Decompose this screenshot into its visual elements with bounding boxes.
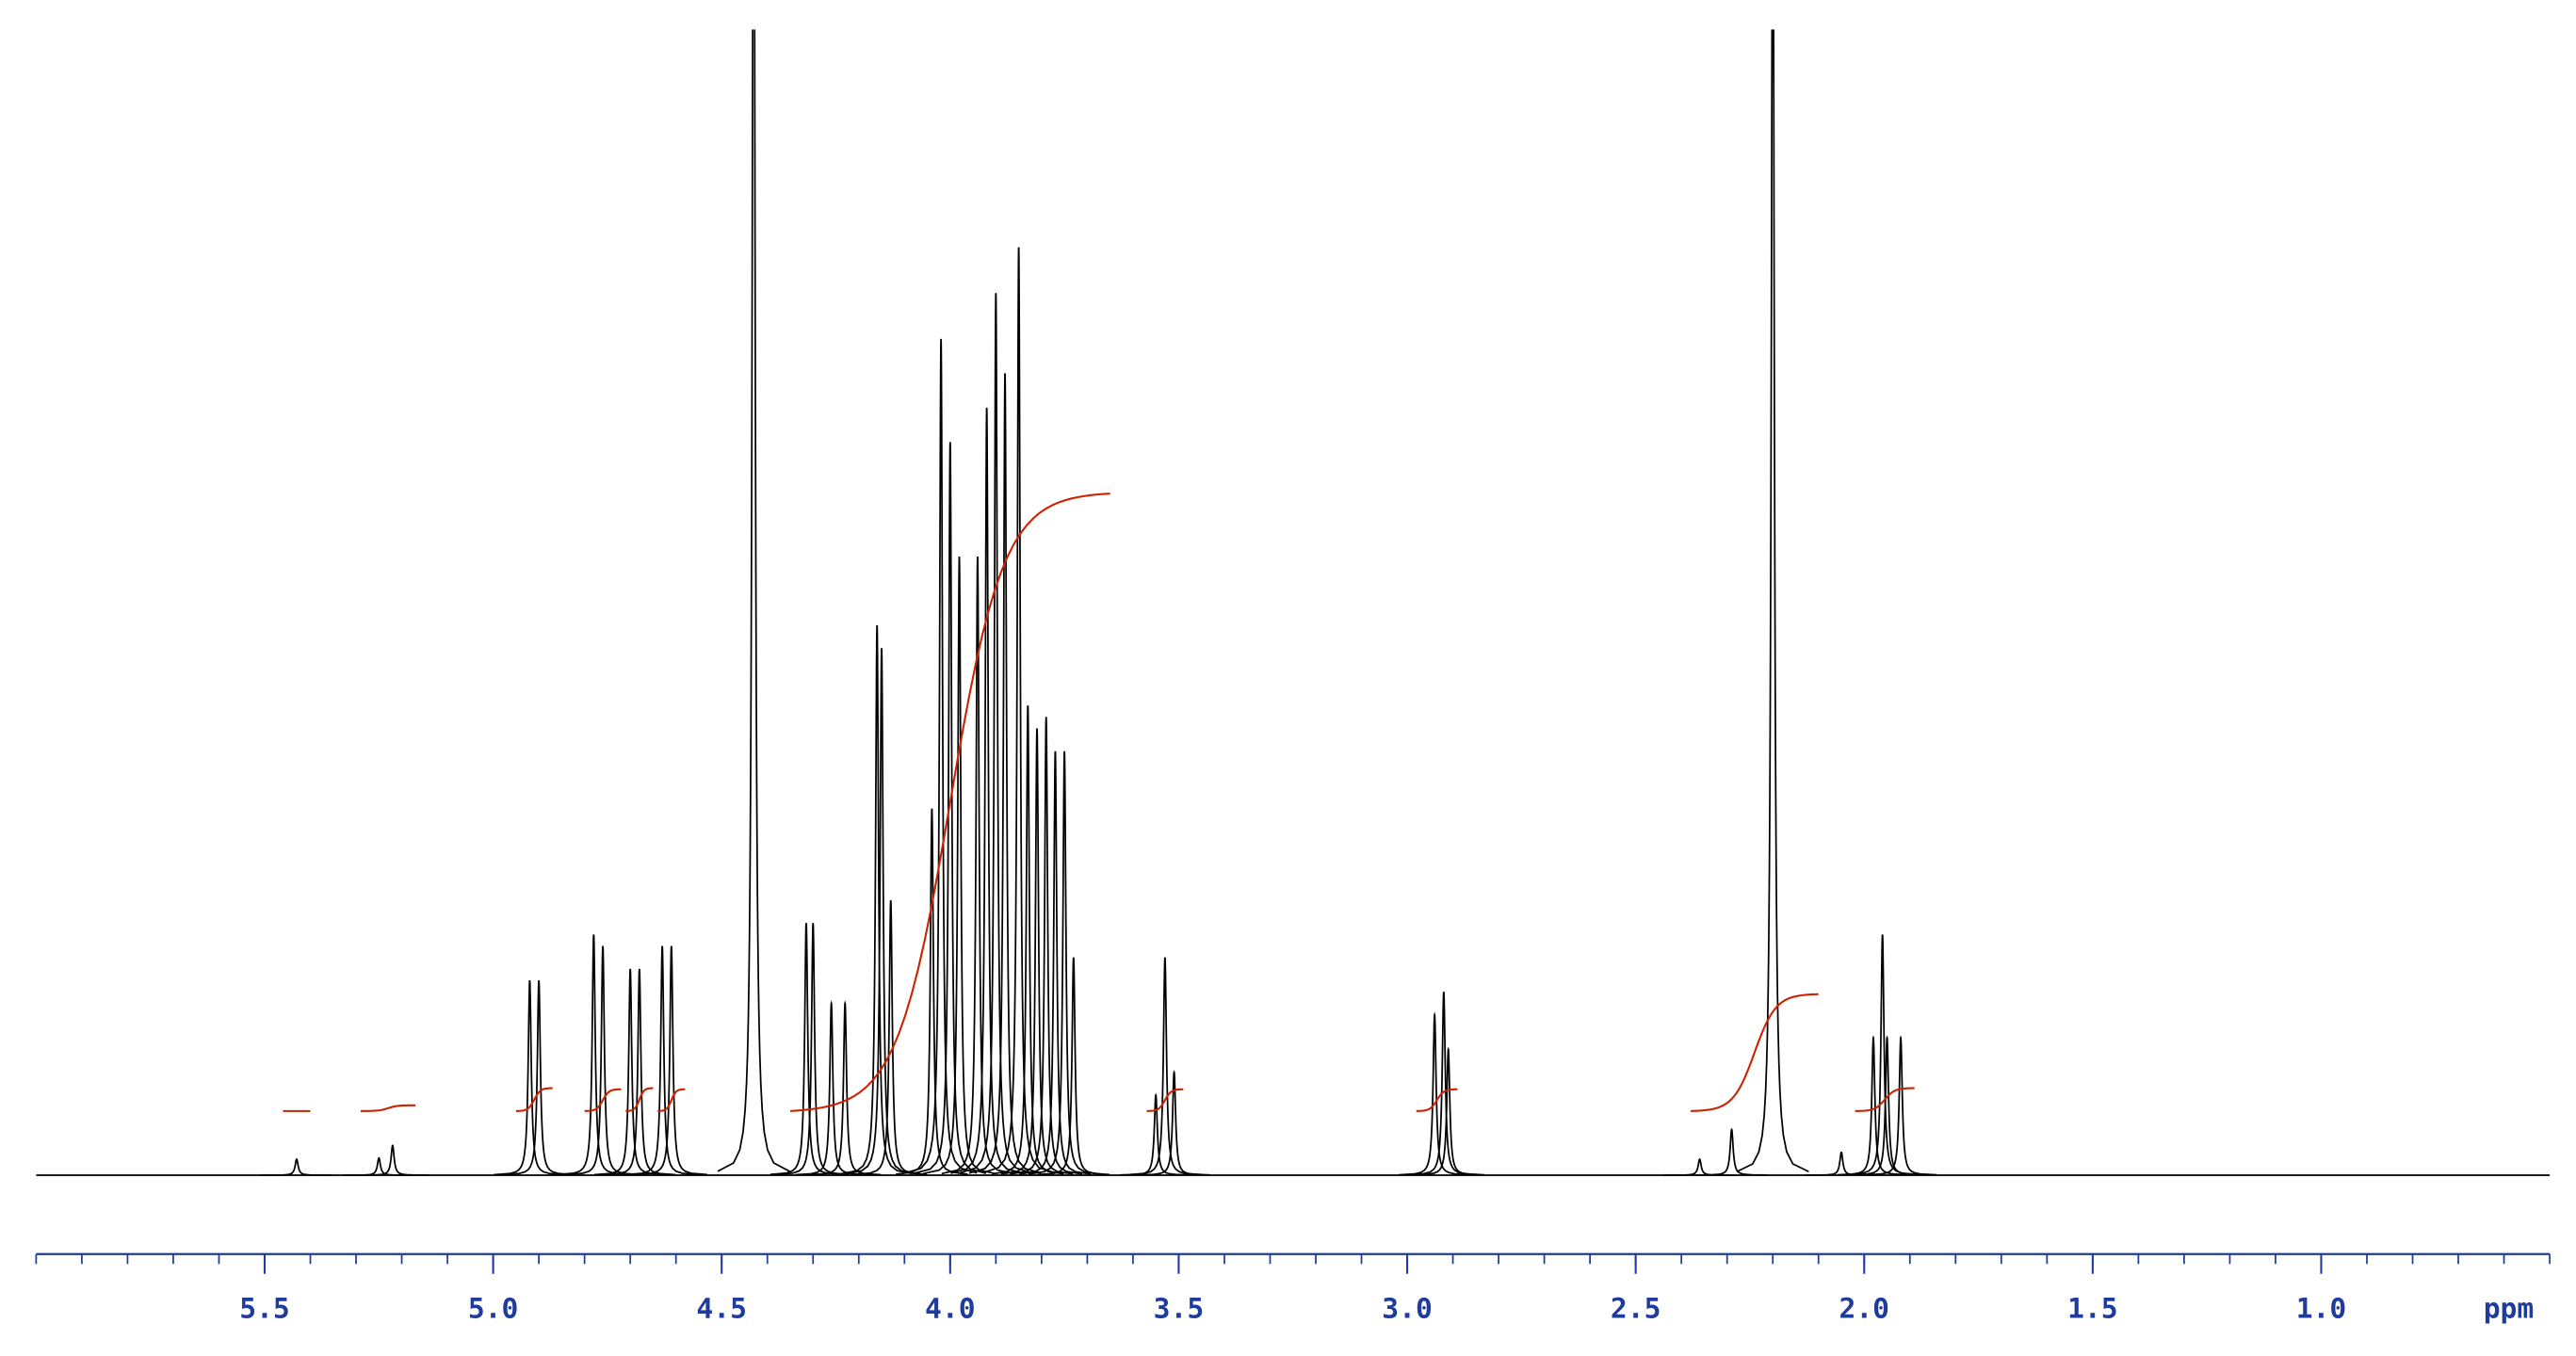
peak — [1695, 1128, 1768, 1176]
x-tick-label: 1.0 — [2296, 1292, 2347, 1325]
peak — [1407, 992, 1481, 1176]
peak — [914, 442, 987, 1174]
peak — [1000, 728, 1074, 1175]
integral-curve — [1146, 1088, 1184, 1112]
integral-curve — [657, 1088, 686, 1112]
peak — [923, 556, 996, 1175]
x-axis: 5.5 5.0 4.5 4.0 3.5 3.0 2.5 2.0 1.5 1.0 — [35, 1252, 2551, 1325]
peak — [1128, 957, 1202, 1176]
peak — [356, 1144, 429, 1176]
peak — [635, 945, 708, 1176]
peak — [941, 556, 1014, 1175]
peak — [959, 293, 1032, 1174]
peak — [1837, 1035, 1910, 1176]
peak — [1846, 934, 1919, 1176]
x-tick-label: 3.0 — [1382, 1292, 1433, 1325]
peak — [1412, 1046, 1484, 1176]
peak — [1398, 1011, 1471, 1176]
x-tick-label: 5.0 — [468, 1292, 519, 1325]
peak — [840, 624, 914, 1175]
peak — [854, 899, 928, 1176]
peak — [1663, 1158, 1736, 1176]
peak — [896, 808, 968, 1175]
peak — [1028, 751, 1101, 1175]
x-tick-label: 5.5 — [239, 1292, 290, 1325]
peak — [502, 980, 575, 1176]
integral-curve — [584, 1088, 622, 1112]
peak — [1864, 1035, 1937, 1176]
plot-area — [36, 29, 2551, 1176]
peak — [558, 934, 630, 1176]
x-tick-label: 2.5 — [1611, 1292, 1661, 1325]
peak — [795, 1000, 867, 1176]
integral-curve — [515, 1087, 553, 1112]
integral-curve — [625, 1087, 654, 1112]
peak — [1736, 29, 1809, 1173]
peak — [1019, 751, 1092, 1175]
peak — [1037, 957, 1110, 1176]
integral-curve — [360, 1104, 416, 1112]
peak — [991, 705, 1064, 1175]
peak — [770, 923, 843, 1176]
peak — [776, 923, 850, 1176]
integral-curve — [1855, 1087, 1915, 1112]
peak — [343, 1156, 415, 1176]
peak — [1851, 1035, 1923, 1176]
x-tick-label: 4.5 — [696, 1292, 747, 1325]
peak — [1010, 717, 1083, 1175]
x-tick-label: 3.5 — [1154, 1292, 1205, 1325]
integral-curve — [789, 492, 1110, 1112]
x-axis-label: ppm — [2484, 1292, 2535, 1325]
peak — [1138, 1070, 1210, 1176]
peak — [845, 648, 918, 1175]
peak — [260, 1158, 333, 1176]
peak — [566, 945, 640, 1176]
peak — [1119, 1093, 1192, 1176]
peak — [1805, 1151, 1878, 1176]
x-tick-label: 2.0 — [1839, 1292, 1889, 1325]
peak — [904, 338, 978, 1174]
peak — [717, 29, 790, 1172]
peak — [982, 247, 1056, 1174]
x-tick-label: 4.0 — [925, 1292, 976, 1325]
peak — [968, 373, 1042, 1174]
peak — [603, 968, 676, 1176]
peak — [593, 968, 667, 1176]
peak — [808, 1000, 882, 1176]
integral-curve — [1416, 1088, 1458, 1112]
peak — [950, 407, 1024, 1174]
x-tick-label: 1.5 — [2067, 1292, 2118, 1325]
peak — [494, 979, 566, 1176]
integral-curve — [1690, 993, 1819, 1112]
